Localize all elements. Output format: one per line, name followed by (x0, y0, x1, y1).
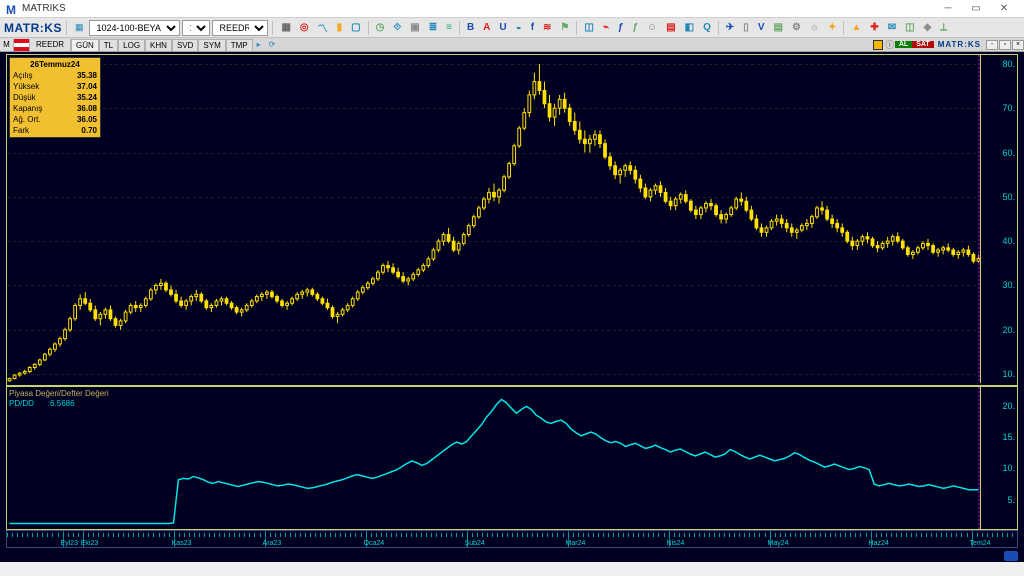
main-toolbar: MATR:KS ▦ 1024-100-BEYA 1 REEDR ▦◎〽▮▢◷⟐▣… (0, 18, 1024, 38)
tab-tl[interactable]: TL (99, 39, 118, 51)
bell-icon[interactable]: ▲ (847, 20, 865, 36)
Q-icon[interactable]: Q (699, 20, 715, 36)
xtick-label: Şub24 (465, 540, 485, 547)
tab-svd[interactable]: SVD (172, 39, 198, 51)
ohlc-row: Ağ. Ort.36.05 (13, 114, 97, 125)
symbol-list-select[interactable]: 1024-100-BEYA (89, 20, 180, 36)
connection-icon (1004, 551, 1018, 561)
titlebar: M MATRIKS ─ ▭ ✕ (0, 0, 1024, 18)
tab-sym[interactable]: SYM (198, 39, 225, 51)
xtick-label: Oca24 (364, 540, 385, 547)
wifi-icon[interactable]: ⟂ (936, 20, 951, 36)
flag-icon[interactable]: ⚑ (556, 20, 573, 36)
chart-icon[interactable]: ◫ (580, 20, 597, 36)
mini-close-icon[interactable]: × (1012, 40, 1024, 50)
fx-icon[interactable]: ƒ (614, 20, 628, 36)
grid-icon[interactable]: ▦ (71, 20, 88, 36)
A-icon[interactable]: A (479, 20, 494, 36)
alert-icon[interactable] (873, 40, 883, 50)
tab-khn[interactable]: KHN (145, 39, 172, 51)
xtick-label: Nis24 (667, 540, 685, 547)
cog-icon[interactable]: ⚙ (788, 20, 805, 36)
building-icon[interactable]: ▤ (662, 20, 679, 36)
xtick-label: May24 (768, 540, 789, 547)
xtick-label: Kas23 (172, 540, 192, 547)
grid-icon[interactable]: ▦ (277, 20, 294, 36)
mini-min-icon[interactable]: - (986, 40, 998, 50)
fx2-icon[interactable]: ƒ (628, 20, 642, 36)
ohlc-info-box: 26Temmuz24 Açılış35.38Yüksek37.04Düşük35… (9, 57, 101, 138)
light-icon[interactable]: ✦ (824, 20, 840, 36)
xtick-label: Ara23 (263, 540, 282, 547)
mail-icon[interactable]: ✉ (884, 20, 900, 36)
bird-icon[interactable]: ✈ (722, 20, 738, 36)
mini-max-icon[interactable]: ▫ (999, 40, 1011, 50)
U-icon[interactable]: U (495, 20, 510, 36)
app-logo: MATR:KS (4, 20, 62, 36)
chart-tab-bar: M REEDR GÜNTLLOGKHNSVDSYMTMP ▸ ⟳ ⓘ AL SA… (0, 38, 1024, 52)
target-icon[interactable]: ◎ (296, 20, 313, 36)
price-panel[interactable]: 10.20.30.40.50.60.70.80. 26Temmuz24 Açıl… (7, 55, 1017, 383)
wave-icon[interactable]: ≋ (539, 20, 555, 36)
xtick-label: Tem24 (970, 540, 991, 547)
buy-badge[interactable]: AL (895, 41, 912, 48)
time-axis[interactable]: Eyl23Eki23 Kas23 Ara23 Oca24 Şub24 Mar24 Nis24… (6, 530, 1018, 548)
clock-icon[interactable]: ◷ (372, 20, 389, 36)
indicator-panel[interactable]: Piyasa Değeri/Defter Değeri PD/DD:6.5686… (7, 385, 1017, 529)
xtick-label: Eyl23 (61, 540, 79, 547)
window-title: MATRIKS (22, 3, 934, 14)
chart-m-icon[interactable]: M (0, 39, 14, 51)
maximize-button[interactable]: ▭ (962, 1, 990, 17)
doc-icon[interactable]: ▤ (769, 20, 786, 36)
B-icon[interactable]: B (463, 20, 478, 36)
tab-tmp[interactable]: TMP (226, 39, 253, 51)
brand-label: MATR:KS (934, 40, 985, 49)
indicator-line-chart (7, 387, 1017, 531)
square-icon[interactable]: ▣ (406, 20, 423, 36)
tab-log[interactable]: LOG (118, 39, 145, 51)
ohlc-date: 26Temmuz24 (13, 59, 97, 70)
facebook-icon[interactable]: f (527, 20, 538, 36)
xtick-label: Haz24 (869, 540, 889, 547)
page-icon[interactable]: ▯ (739, 20, 753, 36)
chart-frame: 10.20.30.40.50.60.70.80. 26Temmuz24 Açıl… (6, 54, 1018, 530)
xtick-label: Eki23 (81, 540, 99, 547)
ticker-select[interactable]: REEDR (212, 20, 268, 36)
ohlc-row: Açılış35.38 (13, 70, 97, 81)
app-icon: M (6, 3, 18, 15)
tab-gün[interactable]: GÜN (71, 39, 99, 51)
expand-icon[interactable]: ▸ (253, 37, 265, 53)
xtick-label: Mar24 (566, 540, 586, 547)
info-icon[interactable]: ⓘ (885, 40, 895, 50)
ohlc-row: Düşük35.24 (13, 92, 97, 103)
chart-symbol-label: REEDR (30, 39, 71, 51)
monitor-icon[interactable]: ▢ (347, 20, 364, 36)
sun-icon[interactable]: ☼ (806, 20, 823, 36)
status-bar (6, 550, 1018, 562)
ohlc-row: Kapanış36.08 (13, 103, 97, 114)
cross-icon[interactable]: ✚ (866, 20, 882, 36)
refresh-icon[interactable]: ⟳ (265, 37, 280, 53)
candlestick-chart (7, 55, 1017, 383)
list-icon[interactable]: ≣ (425, 20, 441, 36)
layer-icon[interactable]: ◫ (901, 20, 918, 36)
timeframe-select[interactable]: 1 (182, 20, 210, 36)
ohlc-row: Fark0.70 (13, 125, 97, 136)
bar-icon[interactable]: ▮ (333, 20, 347, 36)
flag-icon (14, 39, 30, 51)
minimize-button[interactable]: ─ (934, 1, 962, 17)
ohlc-row: Yüksek37.04 (13, 81, 97, 92)
circle-icon[interactable]: ◒ (512, 20, 526, 36)
people-icon[interactable]: ☺ (643, 20, 661, 36)
cube-icon[interactable]: ◧ (681, 20, 698, 36)
chart-line-icon[interactable]: 〽 (314, 20, 332, 36)
close-button[interactable]: ✕ (990, 1, 1018, 17)
sell-badge[interactable]: SAT (912, 41, 933, 48)
equal-icon[interactable]: ≡ (442, 20, 456, 36)
tag-icon[interactable]: ◈ (920, 20, 936, 36)
pulse-icon[interactable]: ⌁ (599, 20, 613, 36)
V-icon[interactable]: V (754, 20, 769, 36)
chart-area: 10.20.30.40.50.60.70.80. 26Temmuz24 Açıl… (0, 52, 1024, 562)
link-icon[interactable]: ⟐ (389, 20, 405, 36)
